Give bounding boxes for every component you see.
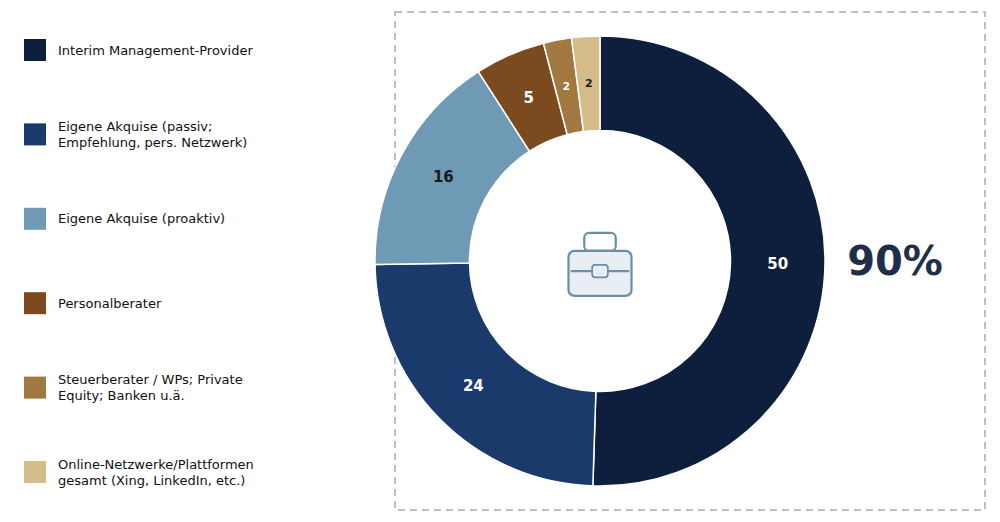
donut: 50 24 16 5 2 2 (375, 36, 825, 486)
chart: 50 24 16 5 2 2 Interim Management-Provider Eige… (0, 0, 1000, 522)
icon-body (569, 251, 632, 296)
legend-swatch (24, 123, 46, 145)
legend-swatch (24, 292, 46, 314)
data-label: 50 (767, 255, 788, 273)
legend-item: Eigene Akquise (proaktiv) (24, 208, 225, 230)
legend-label: Steuerberater / WPs; PrivateEquity; Bank… (58, 372, 243, 403)
legend-swatch (24, 461, 46, 483)
legend-label: Interim Management-Provider (58, 43, 253, 58)
legend-item: Interim Management-Provider (24, 39, 253, 61)
legend-label: Personalberater (58, 296, 162, 311)
legend-label: Online-Netzwerke/Plattformengesamt (Xing… (58, 457, 254, 488)
legend-swatch (24, 208, 46, 230)
legend-label: Eigene Akquise (proaktiv) (58, 211, 225, 226)
data-label: 2 (585, 77, 593, 90)
legend-item: Eigene Akquise (passiv;Empfehlung, pers.… (24, 119, 247, 150)
slice (375, 263, 596, 486)
annotation: 90% (847, 238, 943, 284)
icon (569, 233, 632, 296)
slice (572, 36, 600, 132)
data-label: 24 (463, 377, 484, 395)
icon-clasp (592, 265, 608, 277)
legend-item: Personalberater (24, 292, 162, 314)
legend-swatch (24, 377, 46, 399)
legend-swatch (24, 39, 46, 61)
legend: Interim Management-Provider Eigene Akquis… (24, 39, 254, 488)
icon-handle (584, 233, 616, 251)
data-label: 2 (563, 80, 571, 93)
legend-item: Steuerberater / WPs; PrivateEquity; Bank… (24, 372, 243, 403)
legend-item: Online-Netzwerke/Plattformengesamt (Xing… (24, 457, 254, 488)
data-label: 5 (524, 89, 534, 107)
legend-label: Eigene Akquise (passiv;Empfehlung, pers.… (58, 119, 247, 150)
data-label: 16 (433, 168, 454, 186)
